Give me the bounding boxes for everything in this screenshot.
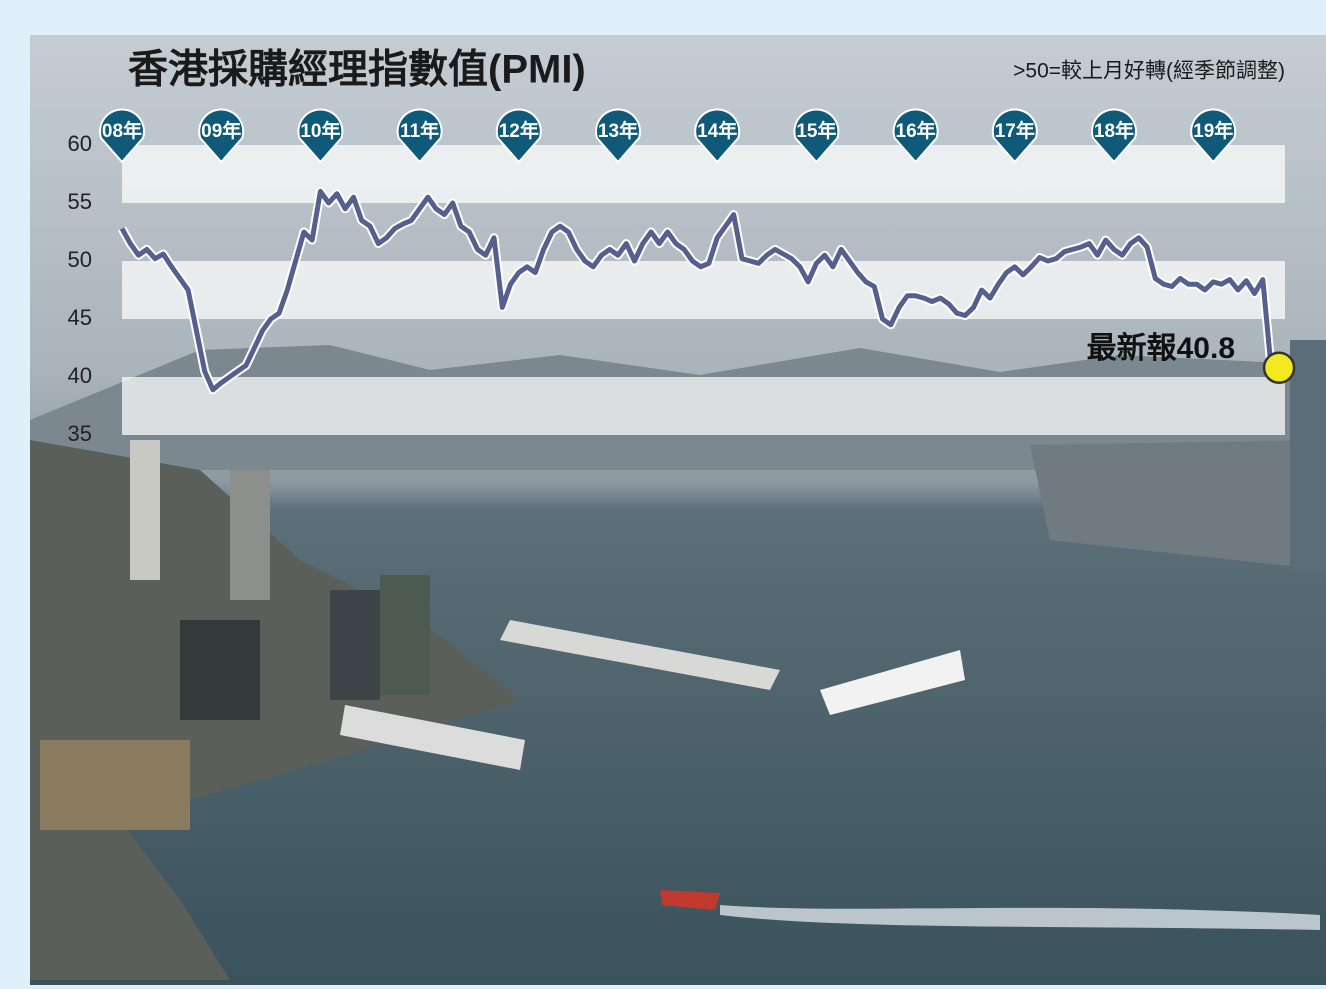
band [122,377,1285,435]
x-tick-label: 12年 [499,119,539,142]
x-tick-label: 09年 [201,119,241,142]
x-tick-label: 14年 [697,119,737,142]
x-tick-label: 13年 [598,119,638,142]
year-marker [595,108,641,164]
x-tick-label: 15年 [796,119,836,142]
year-marker [495,108,542,164]
year-marker [793,108,840,164]
x-tick-label: 17年 [995,119,1035,142]
year-marker [297,108,344,164]
x-tick-label: 11年 [400,119,439,142]
band [122,261,1285,319]
data-line [119,188,1274,393]
chart-subtitle: >50=較上月好轉(經季節調整) [1013,60,1285,83]
year-marker [892,108,939,164]
x-tick-label: 08年 [102,119,142,142]
x-tick-label: 19年 [1193,119,1233,142]
latest-point [1262,351,1296,384]
x-tick-label: 18年 [1094,119,1134,142]
year-marker [198,108,245,164]
y-tick-label: 35 [68,421,92,446]
y-tick-label: 55 [68,189,92,214]
y-tick-label: 40 [68,363,92,388]
year-marker [99,108,145,164]
year-marker [1091,108,1137,164]
x-tick-label: 16年 [896,119,936,142]
y-tick-label: 60 [68,131,92,156]
y-tick-label: 45 [68,305,92,330]
chart-title: 香港採購經理指數值(PMI) [128,48,586,92]
y-tick-label: 50 [68,247,92,272]
x-tick-label: 10年 [300,119,340,142]
annotation: 最新報40.8 [1087,332,1235,365]
year-marker [694,108,741,164]
year-marker [991,108,1038,164]
year-marker [396,108,443,164]
year-marker [1190,108,1237,164]
